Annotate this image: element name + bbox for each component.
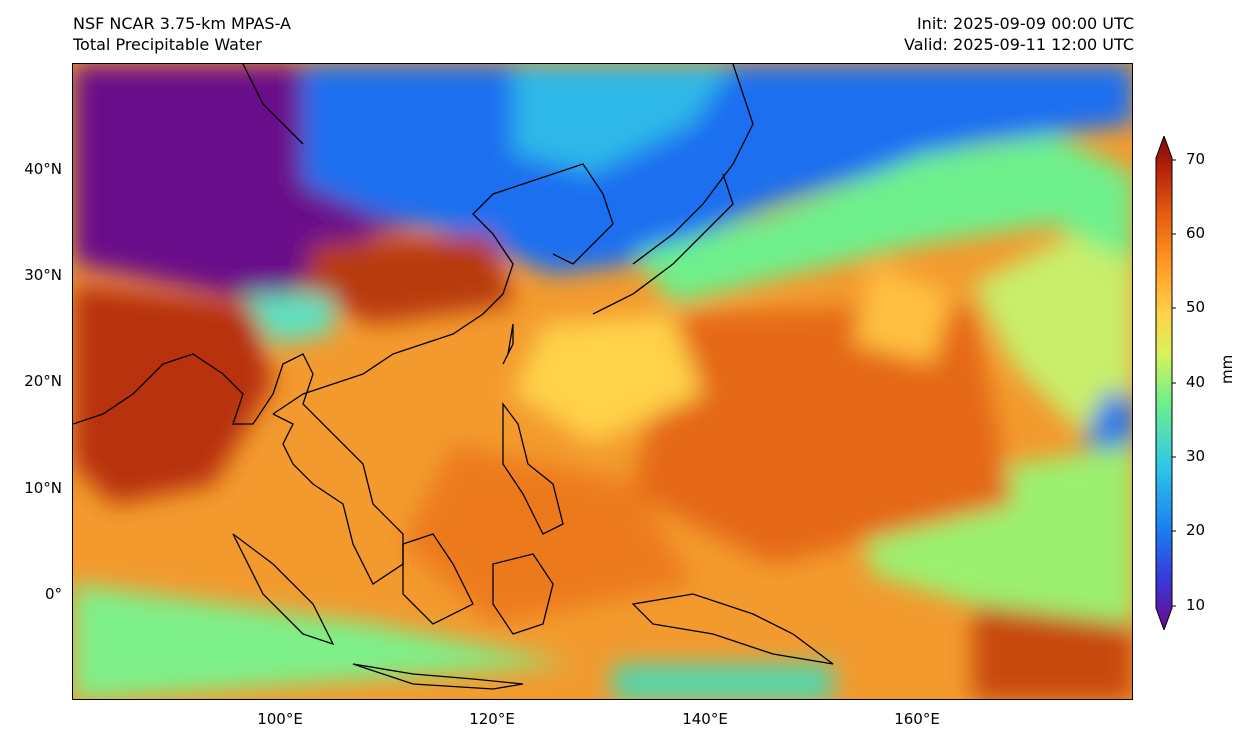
colorbar-ticks bbox=[1172, 159, 1176, 607]
lat-label-10n: 10°N bbox=[24, 479, 62, 497]
lat-label-30n: 30°N bbox=[24, 266, 62, 284]
field-name: Total Precipitable Water bbox=[73, 35, 262, 54]
colorbar-tick-10: 10 bbox=[1186, 596, 1206, 614]
time-info: Init: 2025-09-09 00:00 UTC Valid: 2025-0… bbox=[904, 13, 1134, 55]
colorbar-tick-30: 30 bbox=[1186, 447, 1206, 465]
init-time: Init: 2025-09-09 00:00 UTC bbox=[916, 14, 1134, 33]
lon-label-140e: 140°E bbox=[682, 710, 728, 728]
valid-time: Valid: 2025-09-11 12:00 UTC bbox=[903, 35, 1134, 54]
colorbar-unit: mm bbox=[1218, 354, 1236, 384]
lat-label-40n: 40°N bbox=[24, 160, 62, 178]
colorbar-tick-60: 60 bbox=[1186, 224, 1206, 242]
colorbar-tick-40: 40 bbox=[1186, 373, 1206, 391]
map-panel bbox=[72, 63, 1133, 700]
coastlines bbox=[73, 64, 834, 690]
lon-label-160e: 160°E bbox=[894, 710, 940, 728]
colorbar-tick-70: 70 bbox=[1186, 150, 1206, 168]
lat-label-20n: 20°N bbox=[24, 372, 62, 390]
colorbar-tick-50: 50 bbox=[1186, 298, 1206, 316]
precipitable-water-field bbox=[73, 64, 1132, 699]
tpw-shading bbox=[73, 64, 1132, 699]
lon-label-120e: 120°E bbox=[469, 710, 515, 728]
colorbar-ramp bbox=[1155, 136, 1173, 630]
lat-label-0: 0° bbox=[44, 585, 62, 603]
model-name: NSF NCAR 3.75-km MPAS-A bbox=[73, 14, 291, 33]
map-title: NSF NCAR 3.75-km MPAS-A Total Precipitab… bbox=[73, 13, 291, 55]
colorbar bbox=[1155, 136, 1176, 630]
lon-label-100e: 100°E bbox=[257, 710, 303, 728]
colorbar-tick-20: 20 bbox=[1186, 521, 1206, 539]
